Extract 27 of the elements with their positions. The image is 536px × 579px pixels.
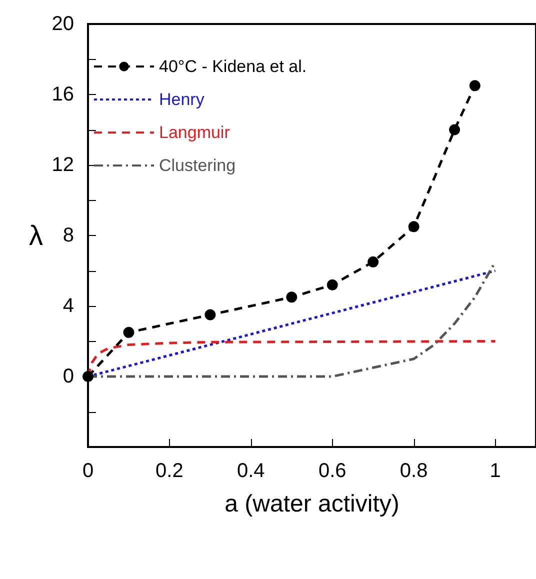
point bbox=[286, 292, 298, 303]
y-tick-label: 4 bbox=[62, 295, 74, 317]
legend-label: Clustering bbox=[159, 156, 236, 175]
point bbox=[469, 80, 480, 92]
x-axis-title: a (water activity) bbox=[224, 490, 400, 518]
point bbox=[326, 279, 338, 290]
x-tick-label: 0.8 bbox=[400, 460, 428, 482]
legend-label: Henry bbox=[159, 90, 205, 109]
y-axis-title: λ bbox=[29, 220, 43, 251]
y-tick-label: 12 bbox=[52, 154, 74, 176]
y-tick-label: 8 bbox=[62, 224, 74, 246]
x-tick-label: 0.2 bbox=[156, 460, 184, 482]
point bbox=[408, 221, 420, 232]
x-tick-label: 1 bbox=[490, 460, 501, 482]
y-tick-label: 16 bbox=[52, 84, 74, 106]
point bbox=[204, 309, 216, 320]
y-tick-label: 0 bbox=[62, 366, 74, 388]
point bbox=[368, 256, 379, 268]
x-tick-label: 0.4 bbox=[237, 460, 265, 482]
point bbox=[449, 124, 460, 136]
legend-label: Langmuir bbox=[159, 123, 230, 142]
legend-label: 40°C - Kidena et al. bbox=[159, 57, 307, 76]
x-tick-label: 0 bbox=[82, 460, 94, 482]
x-tick-label: 0.6 bbox=[318, 460, 346, 482]
y-tick-label: 20 bbox=[52, 13, 74, 35]
point bbox=[123, 326, 134, 338]
point bbox=[82, 371, 94, 382]
